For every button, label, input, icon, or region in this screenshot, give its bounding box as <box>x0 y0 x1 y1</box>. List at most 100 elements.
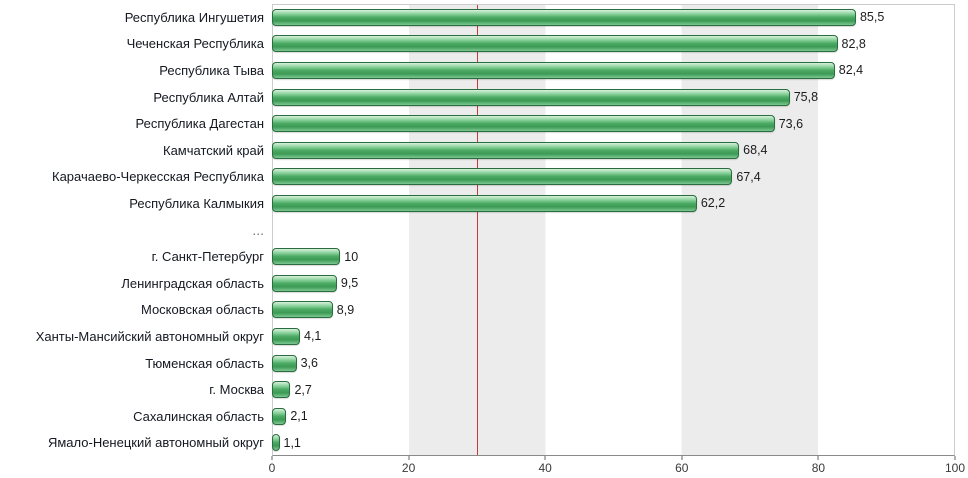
category-label: Чеченская Республика <box>126 36 264 52</box>
x-tick-label: 40 <box>538 461 552 475</box>
x-tick-mark <box>681 456 683 460</box>
category-label: г. Москва <box>209 382 264 398</box>
bar-value-label: 82,8 <box>841 36 866 51</box>
category-label: Московская область <box>140 302 264 318</box>
bar-value-label: 75,8 <box>793 90 819 105</box>
x-tick-label: 80 <box>811 461 826 475</box>
bar-track: 82,4 <box>272 57 955 84</box>
bar-rows: Республика Ингушетия 85,5 Чеченская Респуб… <box>0 4 955 456</box>
x-tick-label: 20 <box>401 461 416 475</box>
bar-value-label: 2,1 <box>290 409 308 424</box>
bar <box>272 115 775 133</box>
bar-value-label: 85,5 <box>859 10 885 25</box>
bar <box>272 35 838 53</box>
category-label: Республика Ингушетия <box>124 9 264 25</box>
bar-row: Тюменская область 3,6 <box>0 350 955 377</box>
bar-row: Республика Дагестан 73,6 <box>0 110 955 137</box>
bar-value-label: 9,5 <box>340 276 359 291</box>
bar-track: 62,2 <box>272 190 955 217</box>
bar-row: Чеченская Республика 82,8 <box>0 31 955 58</box>
category-label: Республика Алтай <box>153 89 264 105</box>
bar-row: Республика Калмыкия 62,2 <box>0 190 955 217</box>
x-tick-label: 100 <box>944 461 966 475</box>
bar <box>272 248 341 266</box>
ellipsis-row: ... <box>0 217 955 244</box>
bar-value-label: 82,4 <box>838 63 864 78</box>
bar <box>272 8 856 26</box>
category-label: Республика Дагестан <box>135 116 264 132</box>
bar-row: Республика Алтай 75,8 <box>0 84 955 111</box>
x-axis: 0 20 40 60 80 100 <box>268 456 965 478</box>
bar <box>272 301 333 319</box>
bar <box>272 434 280 452</box>
bar-track: 9,5 <box>272 270 955 297</box>
category-label: Ленинградская область <box>121 275 264 291</box>
category-label: Республика Калмыкия <box>129 195 264 211</box>
reference-line <box>477 5 479 455</box>
bar <box>272 354 297 372</box>
category-label: ... <box>252 222 264 239</box>
category-label: Сахалинская область <box>133 408 264 424</box>
category-label: Ханты-Мансийский автономный округ <box>35 328 264 344</box>
bar-value-label: 1,1 <box>283 435 301 450</box>
bar-track: 1,1 <box>272 430 955 457</box>
bar-track: 4,1 <box>272 323 955 350</box>
bar-row: Ленинградская область 9,5 <box>0 270 955 297</box>
bar-value-label: 67,4 <box>736 169 761 184</box>
bar-row: Карачаево-Черкесская Республика 67,4 <box>0 164 955 191</box>
bar-track: 85,5 <box>272 4 955 31</box>
bar-track: 67,4 <box>272 164 955 191</box>
bar <box>272 88 790 106</box>
bar-track <box>272 217 955 244</box>
bar-row: Ямало-Ненецкий автономный округ 1,1 <box>0 430 955 457</box>
bar-track: 82,8 <box>272 31 955 58</box>
bar-value-label: 10 <box>344 249 359 264</box>
bar <box>272 274 337 292</box>
bar-value-label: 2,7 <box>294 382 312 397</box>
x-tick-mark <box>271 456 273 460</box>
bar-value-label: 73,6 <box>778 116 804 131</box>
x-tick-mark <box>544 456 546 460</box>
bar-track: 73,6 <box>272 110 955 137</box>
x-tick-mark <box>408 456 410 460</box>
bar <box>272 141 740 159</box>
bar-row: Московская область 8,9 <box>0 297 955 324</box>
bar-value-label: 62,2 <box>700 196 726 211</box>
bar-row: г. Москва 2,7 <box>0 376 955 403</box>
category-label: Ямало-Ненецкий автономный округ <box>47 435 264 451</box>
plot-area <box>272 4 955 456</box>
bar-value-label: 4,1 <box>304 329 322 344</box>
bar <box>272 194 697 212</box>
category-label: Карачаево-Черкесская Республика <box>52 169 264 185</box>
bar-row: г. Санкт-Петербург 10 <box>0 243 955 270</box>
bar-row: Республика Ингушетия 85,5 <box>0 4 955 31</box>
bar-track: 75,8 <box>272 84 955 111</box>
bar-row: Сахалинская область 2,1 <box>0 403 955 430</box>
bar-value-label: 3,6 <box>300 356 318 371</box>
category-label: Республика Тыва <box>159 62 264 78</box>
bar-track: 8,9 <box>272 297 955 324</box>
bar-track: 10 <box>272 243 955 270</box>
bar-value-label: 68,4 <box>743 143 768 158</box>
bar <box>272 168 733 186</box>
bar-track: 2,1 <box>272 403 955 430</box>
bar <box>272 381 291 399</box>
category-label: Камчатский край <box>163 142 264 158</box>
bar-value-label: 8,9 <box>336 302 355 317</box>
x-tick-label: 0 <box>268 461 276 475</box>
x-tick-mark <box>817 456 819 460</box>
bar <box>272 61 835 79</box>
x-tick-mark <box>954 456 956 460</box>
bar-track: 3,6 <box>272 350 955 377</box>
category-label: г. Санкт-Петербург <box>151 249 264 265</box>
bar-row: Республика Тыва 82,4 <box>0 57 955 84</box>
bar-track: 2,7 <box>272 376 955 403</box>
bar <box>272 327 300 345</box>
bar-row: Ханты-Мансийский автономный округ 4,1 <box>0 323 955 350</box>
bar <box>272 407 287 425</box>
bar-track: 68,4 <box>272 137 955 164</box>
category-label: Тюменская область <box>145 355 264 371</box>
x-tick-label: 60 <box>675 461 689 475</box>
bar-row: Камчатский край 68,4 <box>0 137 955 164</box>
